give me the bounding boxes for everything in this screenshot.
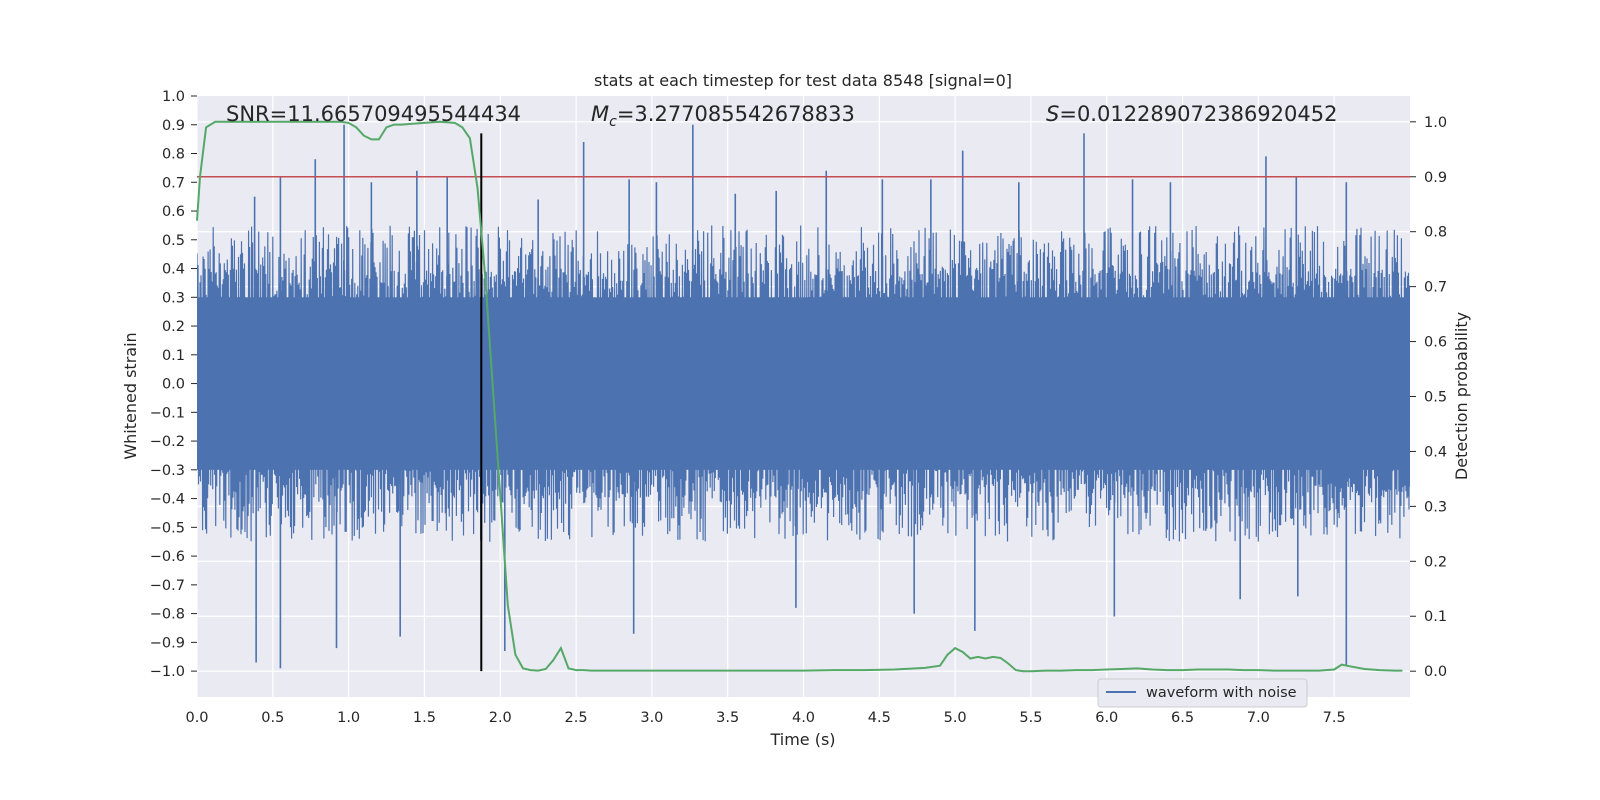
y2-tick-label: 0.0	[1424, 664, 1447, 680]
y-tick-label: 0.6	[162, 204, 185, 220]
detection-probability-line	[196, 120, 1403, 673]
y2-tick-label: 0.9	[1424, 170, 1447, 186]
y-axis-label: Whitened strain	[121, 332, 140, 459]
y2-tick-label: 1.0	[1424, 115, 1447, 131]
y-tick-label: 0.3	[162, 290, 185, 306]
y2-tick-label: 0.8	[1424, 225, 1447, 241]
s-value: =0.012289072386920452	[1059, 102, 1337, 126]
y-tick-label: −0.8	[150, 607, 185, 623]
x-tick-label: 4.5	[868, 710, 891, 726]
y-tick-label: −0.6	[150, 549, 185, 565]
y2-tick-label: 0.4	[1424, 444, 1447, 460]
y-tick-label: 0.1	[162, 348, 185, 364]
x-tick-label: 0.0	[185, 710, 208, 726]
x-tick-label: 3.5	[716, 710, 739, 726]
x-tick-label: 5.0	[944, 710, 967, 726]
x-tick-label: 7.5	[1323, 710, 1346, 726]
x-tick-label: 4.0	[792, 710, 815, 726]
x-tick-label: 0.5	[261, 710, 284, 726]
x-tick-label: 2.0	[489, 710, 512, 726]
y-tick-label: −0.1	[150, 405, 185, 421]
legend-box	[1097, 678, 1308, 708]
snr-annotation: SNR=11.665709495544434	[226, 102, 521, 126]
x-tick-label: 6.0	[1095, 710, 1118, 726]
y2-axis-label: Detection probability	[1452, 312, 1471, 480]
x-axis-ticks: 0.0 0.5 1.0 1.5 2.0 2.5 3.0 3.5 4.0 4.5 5.0 5.5 6.0 6…	[185, 710, 1345, 726]
x-tick-label: 5.5	[1019, 710, 1042, 726]
x-axis-label: Time (s)	[769, 730, 835, 749]
y-tick-label: 0.9	[162, 118, 185, 134]
y-axis-ticks: 1.0 0.9 0.8 0.7 0.6 0.5 0.4 0.3 0.2 0.1 0.0 −0.1 −0.…	[150, 89, 197, 680]
x-tick-label: 3.0	[640, 710, 663, 726]
y-tick-label: −0.4	[150, 492, 185, 508]
y-tick-label: −0.7	[150, 578, 185, 594]
x-tick-label: 6.5	[1171, 710, 1194, 726]
y-tick-label: 0.2	[162, 319, 185, 335]
chirp-mass-value: =3.277085542678833	[617, 102, 855, 126]
y-tick-label: 0.7	[162, 175, 185, 191]
y-tick-label: 0.8	[162, 147, 185, 163]
legend-label: waveform with noise	[1146, 685, 1297, 701]
y2-tick-label: 0.6	[1424, 335, 1447, 351]
s-annotation: S=0.012289072386920452	[1046, 102, 1337, 126]
chirp-mass-annotation: Mc=3.277085542678833	[591, 102, 855, 130]
x-tick-label: 1.0	[337, 710, 360, 726]
y2-tick-label: 0.7	[1424, 280, 1447, 296]
y-tick-label: −1.0	[150, 664, 185, 680]
y2-tick-label: 0.2	[1424, 554, 1447, 570]
x-tick-label: 1.5	[413, 710, 436, 726]
x-tick-label: 7.0	[1247, 710, 1270, 726]
waveform-core	[197, 297, 1410, 470]
y2-tick-label: 0.3	[1424, 499, 1447, 515]
waveform-series	[197, 124, 1410, 669]
y-tick-label: 0.0	[162, 377, 185, 393]
y-tick-label: 0.5	[162, 233, 185, 249]
y-tick-label: 1.0	[162, 89, 185, 105]
y2-axis-ticks: 1.0 0.9 0.8 0.7 0.6 0.5 0.4 0.3 0.2 0.1 0.0	[1410, 115, 1447, 680]
chirp-mass-symbol: M	[591, 102, 609, 126]
legend: waveform with noise	[1097, 678, 1308, 708]
chirp-mass-subscript: c	[609, 114, 617, 130]
chart-title: stats at each timestep for test data 854…	[594, 71, 1012, 90]
y-tick-label: −0.5	[150, 520, 185, 536]
y2-tick-label: 0.5	[1424, 390, 1447, 406]
y-tick-label: −0.2	[150, 434, 185, 450]
s-symbol: S	[1046, 102, 1059, 126]
y2-tick-label: 0.1	[1424, 609, 1447, 625]
y-tick-label: 0.4	[162, 262, 185, 278]
y-tick-label: −0.3	[150, 463, 185, 479]
y-tick-label: −0.9	[150, 635, 185, 651]
x-tick-label: 2.5	[565, 710, 588, 726]
